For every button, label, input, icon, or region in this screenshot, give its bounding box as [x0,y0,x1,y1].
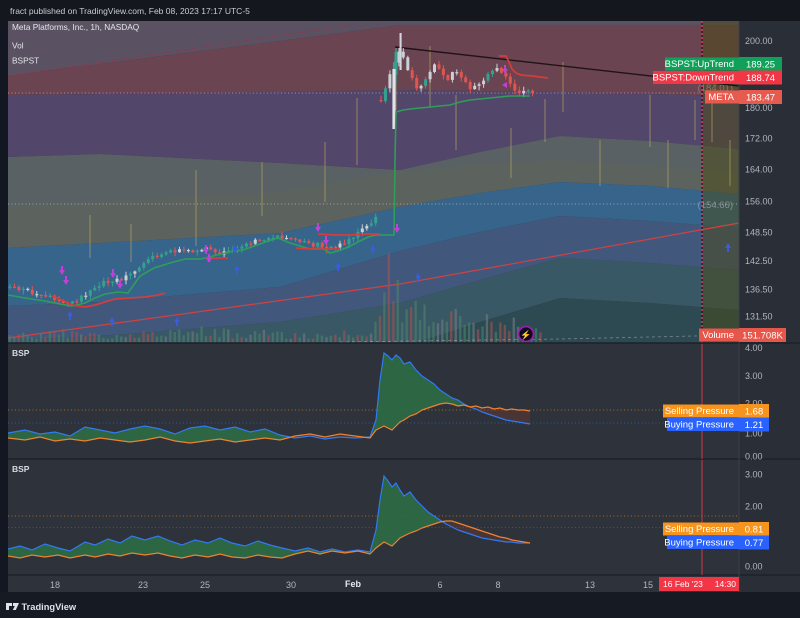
svg-text:14:30: 14:30 [715,579,737,589]
svg-text:Feb: Feb [345,579,362,589]
svg-text:156.00: 156.00 [745,197,773,207]
svg-text:TradingView: TradingView [22,602,77,612]
svg-text:188.74: 188.74 [746,73,775,84]
svg-text:15: 15 [643,580,653,590]
svg-text:BSPST: BSPST [12,56,39,66]
svg-text:13: 13 [585,580,595,590]
svg-text:23: 23 [138,580,148,590]
svg-text:16 Feb '23: 16 Feb '23 [663,579,703,589]
svg-text:⚡: ⚡ [520,329,531,341]
svg-text:189.25: 189.25 [746,60,775,71]
svg-text:META: META [708,92,734,103]
svg-text:6: 6 [437,580,442,590]
svg-text:180.00: 180.00 [745,103,773,113]
svg-text:2.00: 2.00 [745,502,763,512]
svg-text:0.00: 0.00 [745,452,763,462]
svg-text:164.00: 164.00 [745,165,773,175]
svg-text:BSP: BSP [12,464,30,474]
svg-text:3.00: 3.00 [745,470,763,480]
svg-text:8: 8 [495,580,500,590]
svg-text:183.47: 183.47 [746,93,775,104]
svg-text:(184.01): (184.01) [698,83,733,94]
svg-text:25: 25 [200,580,210,590]
svg-text:172.00: 172.00 [745,134,773,144]
svg-text:BSPST:UpTrend: BSPST:UpTrend [665,59,734,70]
svg-text:1.21: 1.21 [745,420,764,431]
svg-text:Meta Platforms, Inc., 1h, NASD: Meta Platforms, Inc., 1h, NASDAQ [12,22,140,32]
svg-text:3.00: 3.00 [745,371,763,381]
svg-text:fract published on TradingView: fract published on TradingView.com, Feb … [10,6,250,16]
svg-text:Vol: Vol [12,41,24,51]
svg-text:BSP: BSP [12,348,30,358]
svg-text:151.708K: 151.708K [742,331,783,342]
svg-text:Buying Pressure: Buying Pressure [664,538,734,549]
svg-text:(154.66): (154.66) [698,200,733,211]
svg-text:136.50: 136.50 [745,285,773,295]
svg-text:Buying Pressure: Buying Pressure [664,420,734,431]
svg-text:200.00: 200.00 [745,36,773,46]
svg-text:30: 30 [286,580,296,590]
svg-text:142.50: 142.50 [745,256,773,266]
svg-text:131.50: 131.50 [745,312,773,322]
svg-text:4.00: 4.00 [745,343,763,353]
svg-text:BSPST:DownTrend: BSPST:DownTrend [653,73,735,84]
svg-text:0.81: 0.81 [745,525,764,536]
svg-text:2.00: 2.00 [745,399,763,409]
svg-text:0.00: 0.00 [745,562,763,572]
svg-text:1.68: 1.68 [745,407,764,418]
svg-text:1.00: 1.00 [745,429,763,439]
svg-text:148.50: 148.50 [745,228,773,238]
svg-text:18: 18 [50,580,60,590]
svg-text:0.77: 0.77 [745,538,764,549]
svg-text:Selling Pressure: Selling Pressure [665,406,734,417]
svg-text:Volume: Volume [702,330,734,341]
svg-text:Selling Pressure: Selling Pressure [665,524,734,535]
